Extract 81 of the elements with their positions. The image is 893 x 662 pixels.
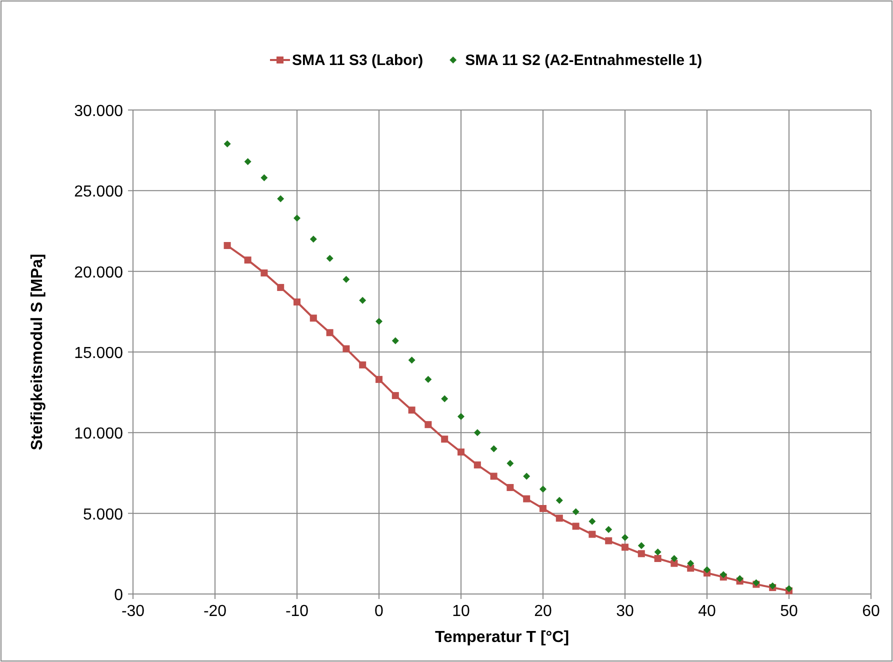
x-tick-label: 40: [698, 603, 716, 620]
point: [654, 548, 662, 556]
y-tick-label: 15.000: [74, 345, 124, 362]
point: [294, 298, 300, 306]
legend-label: SMA 11 S2 (A2-Entnahmestelle 1): [465, 52, 702, 69]
point: [392, 337, 399, 344]
point: [670, 560, 678, 567]
point: [506, 460, 514, 467]
point: [392, 392, 399, 400]
point: [310, 236, 317, 243]
x-tick-label: -20: [203, 603, 227, 620]
point: [408, 406, 416, 414]
point: [326, 254, 334, 262]
point: [704, 566, 710, 574]
point: [342, 345, 350, 352]
point: [277, 284, 284, 291]
point: [244, 256, 252, 264]
point: [376, 376, 382, 383]
y-axis-title: Steifigkeitsmodul S [MPa]: [29, 254, 46, 450]
point: [622, 534, 628, 542]
point: [523, 472, 530, 480]
x-tick-label: 30: [616, 603, 634, 620]
point: [441, 436, 448, 443]
point: [605, 526, 612, 533]
point: [720, 571, 727, 578]
x-tick-label: 10: [452, 603, 470, 620]
point: [474, 429, 481, 436]
point: [622, 544, 628, 551]
y-tick-label: 25.000: [74, 184, 124, 201]
x-tick-label: 0: [374, 603, 384, 620]
point: [687, 560, 694, 567]
point: [224, 242, 231, 250]
point: [506, 484, 514, 492]
y-tick-label: 5.000: [82, 506, 124, 524]
point: [326, 329, 334, 336]
point: [441, 395, 448, 402]
point: [556, 514, 563, 522]
y-tick-label: 30.000: [74, 103, 124, 120]
point: [424, 376, 432, 383]
point: [359, 361, 366, 368]
point: [572, 508, 580, 516]
point: [376, 318, 382, 325]
point: [523, 495, 530, 502]
point: [670, 555, 678, 562]
point: [572, 522, 580, 530]
point: [474, 461, 481, 468]
point: [408, 356, 416, 364]
legend-label: SMA 11 S3 (Labor): [292, 52, 424, 69]
point: [458, 448, 464, 456]
x-tick-label: -30: [121, 603, 145, 620]
x-tick-label: 50: [780, 603, 798, 620]
point: [654, 555, 662, 562]
point: [310, 314, 317, 322]
point: [294, 214, 300, 222]
point: [260, 269, 268, 276]
point: [638, 542, 645, 550]
point: [342, 276, 350, 283]
point: [605, 537, 612, 544]
x-tick-label: -10: [285, 603, 309, 620]
y-tick-label: 10.000: [74, 426, 124, 443]
point: [540, 486, 546, 493]
x-tick-label: 20: [534, 603, 552, 620]
point: [458, 413, 464, 420]
point: [260, 174, 268, 182]
y-tick-label: 0: [114, 587, 124, 604]
point: [277, 195, 284, 202]
point: [588, 530, 596, 538]
x-axis-title: Temperatur T [°C]: [434, 629, 570, 646]
point: [424, 421, 432, 428]
x-tick-label: 60: [862, 603, 880, 620]
point: [359, 296, 366, 304]
point: [490, 445, 498, 452]
point: [588, 518, 596, 525]
point: [638, 550, 645, 558]
point: [540, 504, 546, 512]
point: [736, 575, 744, 582]
point: [556, 496, 563, 504]
y-tick-label: 20.000: [74, 264, 124, 282]
point: [224, 140, 231, 148]
point: [490, 472, 498, 480]
point: [244, 158, 252, 166]
